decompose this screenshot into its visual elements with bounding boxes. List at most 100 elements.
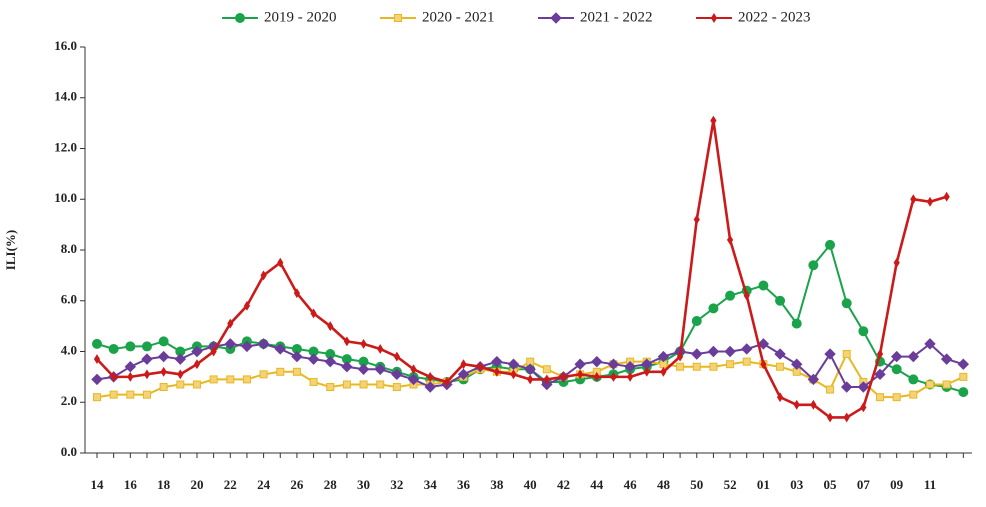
data-point (826, 412, 834, 423)
data-point (775, 295, 786, 306)
data-point (141, 341, 152, 352)
data-point (958, 387, 969, 398)
data-point (858, 326, 869, 337)
x-tick-label: 05 (824, 477, 838, 492)
x-tick-label: 26 (290, 477, 304, 492)
data-point (909, 390, 918, 399)
data-point (910, 194, 917, 205)
data-point (624, 361, 636, 373)
data-point (391, 368, 403, 381)
data-point (276, 367, 285, 376)
x-tick-label: 09 (890, 477, 904, 492)
data-point (726, 234, 734, 245)
data-point (943, 191, 950, 202)
data-point (842, 350, 851, 359)
data-point (743, 290, 750, 301)
data-point (942, 380, 951, 389)
data-point (710, 115, 717, 126)
data-point (343, 336, 350, 347)
data-point (577, 369, 584, 380)
data-point (507, 358, 520, 370)
data-point (142, 390, 151, 399)
y-tick-label: 14.0 (54, 89, 77, 104)
data-point (177, 369, 184, 380)
data-point (543, 374, 550, 385)
data-point (327, 321, 334, 332)
data-point (691, 348, 703, 360)
x-tick-label: 30 (357, 477, 370, 492)
data-point (141, 353, 153, 365)
data-point (742, 357, 751, 366)
data-point (826, 385, 835, 394)
y-tick-label: 12.0 (54, 139, 77, 154)
x-tick-label: 18 (157, 477, 171, 492)
data-point (876, 393, 885, 402)
x-tick-label: 52 (724, 477, 737, 492)
data-point (757, 338, 770, 350)
data-point (692, 362, 701, 371)
data-point (124, 361, 137, 373)
data-point (93, 393, 101, 402)
data-point (926, 196, 934, 207)
y-tick-label: 16.0 (54, 38, 77, 53)
data-point (92, 338, 102, 349)
data-point (807, 373, 820, 386)
data-point (309, 377, 318, 386)
data-point (891, 364, 902, 375)
data-point (193, 359, 201, 370)
data-point (224, 338, 236, 350)
data-point (926, 380, 934, 389)
data-point (708, 303, 719, 314)
data-point (791, 358, 803, 370)
data-point (676, 362, 685, 371)
data-point (940, 353, 953, 365)
data-point (627, 371, 634, 382)
data-point (342, 380, 351, 389)
data-point (176, 380, 185, 389)
data-point (959, 372, 968, 381)
data-point (407, 373, 420, 386)
data-point (776, 392, 784, 403)
data-point (324, 355, 336, 368)
data-point (410, 364, 417, 375)
data-point (376, 380, 385, 389)
x-tick-label: 48 (657, 477, 671, 492)
data-point (226, 375, 235, 384)
data-point (374, 363, 386, 375)
data-point (607, 358, 620, 370)
data-point (924, 338, 936, 350)
data-point (841, 298, 852, 309)
data-point (760, 359, 767, 370)
y-axis-label: ILI(%) (3, 230, 18, 270)
data-point (707, 345, 720, 358)
data-point (241, 340, 253, 353)
data-point (560, 371, 567, 382)
data-point (693, 214, 700, 225)
x-tick-label: 22 (224, 477, 237, 492)
data-point (326, 383, 335, 392)
x-tick-label: 50 (690, 477, 703, 492)
data-point (159, 383, 168, 392)
legend-marker (235, 13, 245, 23)
data-point (524, 363, 536, 375)
data-point (291, 350, 303, 363)
x-tick-label: 36 (457, 477, 471, 492)
data-point (491, 355, 503, 368)
data-point (360, 338, 367, 349)
x-tick-label: 20 (190, 477, 203, 492)
data-point (774, 348, 786, 360)
x-tick-label: 46 (624, 477, 638, 492)
data-point (725, 290, 736, 301)
data-point (260, 270, 267, 281)
x-tick-label: 38 (490, 477, 504, 492)
x-tick-label: 03 (790, 477, 804, 492)
data-point (227, 318, 234, 329)
x-tick-label: 16 (124, 477, 138, 492)
data-point (677, 351, 684, 362)
legend-marker (550, 12, 562, 24)
x-tick-label: 32 (390, 477, 403, 492)
data-point (890, 350, 903, 363)
data-point (726, 360, 735, 369)
data-point (758, 280, 769, 291)
y-tick-label: 2.0 (61, 393, 77, 408)
